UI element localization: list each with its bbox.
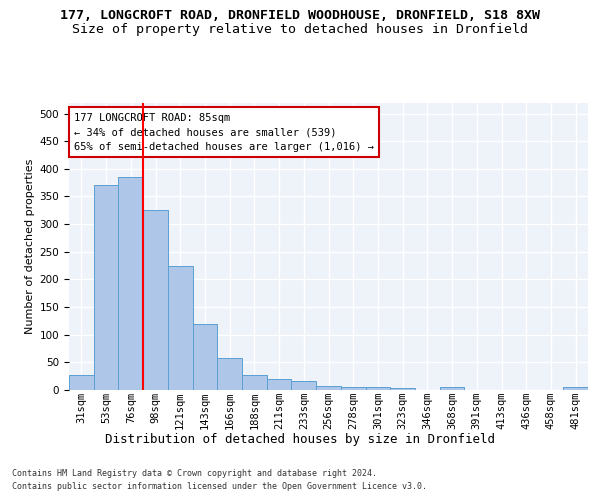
Bar — [143, 210, 168, 390]
Bar — [292, 380, 316, 390]
Bar — [440, 387, 464, 390]
Bar — [242, 375, 267, 390]
Bar — [267, 379, 292, 390]
Text: Contains HM Land Registry data © Crown copyright and database right 2024.: Contains HM Land Registry data © Crown c… — [12, 469, 377, 478]
Text: Size of property relative to detached houses in Dronfield: Size of property relative to detached ho… — [72, 22, 528, 36]
Text: 177 LONGCROFT ROAD: 85sqm
← 34% of detached houses are smaller (539)
65% of semi: 177 LONGCROFT ROAD: 85sqm ← 34% of detac… — [74, 112, 374, 152]
Bar — [94, 186, 118, 390]
Text: Contains public sector information licensed under the Open Government Licence v3: Contains public sector information licen… — [12, 482, 427, 491]
Text: 177, LONGCROFT ROAD, DRONFIELD WOODHOUSE, DRONFIELD, S18 8XW: 177, LONGCROFT ROAD, DRONFIELD WOODHOUSE… — [60, 9, 540, 22]
Bar — [69, 374, 94, 390]
Y-axis label: Number of detached properties: Number of detached properties — [25, 158, 35, 334]
Bar — [390, 388, 415, 390]
Bar — [341, 386, 365, 390]
Bar — [563, 387, 588, 390]
Bar — [193, 324, 217, 390]
Bar — [316, 386, 341, 390]
Bar — [118, 177, 143, 390]
Bar — [168, 266, 193, 390]
Bar — [365, 387, 390, 390]
Text: Distribution of detached houses by size in Dronfield: Distribution of detached houses by size … — [105, 432, 495, 446]
Bar — [217, 358, 242, 390]
